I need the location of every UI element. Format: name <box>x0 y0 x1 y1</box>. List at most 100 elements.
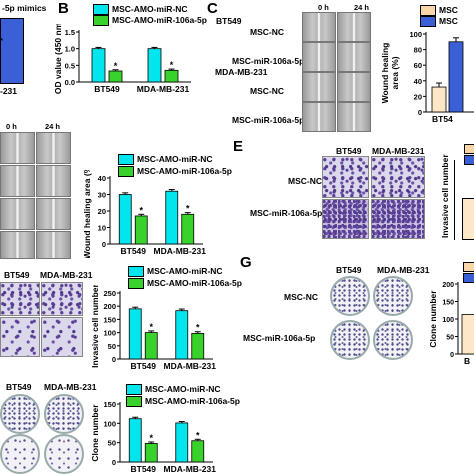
panel-d-image <box>0 198 35 230</box>
y-tick-label: 0 <box>450 352 454 359</box>
panel-f-legend-1: MSC-AMO-miR-NC <box>128 266 223 278</box>
panel-f-cell-mda: MDA-MB-231 <box>40 270 93 280</box>
panel-b-chart: OD value (450 nm)0.0 0.5 1.0 1.5 * BT549 * MDA-… <box>55 24 191 94</box>
panel-h-dish <box>0 394 40 434</box>
panel-e-axis <box>454 160 455 240</box>
panel-c-image <box>337 42 371 72</box>
panel-label-c: C <box>207 0 218 17</box>
panel-d-image <box>36 198 71 230</box>
panel-e-ylabel: Invasive cell number <box>440 154 450 238</box>
panel-e-legend-swatch-2 <box>464 155 474 165</box>
panel-h-cell-bt549: BT549 <box>6 382 32 392</box>
bar <box>175 422 189 463</box>
panel-e-image <box>371 199 425 239</box>
panel-f-legend-2: MSC-AMO-miR-106a-5p <box>128 278 242 290</box>
panel-d-image <box>0 231 35 259</box>
y-axis-label: Invasive cell number <box>92 285 100 368</box>
bar <box>175 310 189 360</box>
panel-h-cell-mda: MDA-MB-231 <box>44 382 97 392</box>
bar <box>128 308 142 360</box>
panel-c-image <box>302 12 336 42</box>
panel-e-row-1: MSC-NC <box>288 176 322 186</box>
x-tick-label: BT549 <box>94 84 120 94</box>
x-tick-label: BT549 <box>120 246 146 256</box>
y-tick-label: 80 <box>414 46 422 55</box>
panel-c-legend-1: MSC <box>420 5 458 17</box>
y-tick-label: 50 <box>446 335 454 342</box>
y-tick-label: 0 <box>102 240 106 249</box>
panel-e-cell-bt549: BT549 <box>336 146 362 156</box>
bar <box>431 86 447 113</box>
y-tick-label: 0 <box>112 355 116 364</box>
panel-b-legend-1: MSC-AMO-miR-NC <box>93 4 188 16</box>
y-tick-label: 20 <box>98 207 106 216</box>
x-tick-label: MDA-MB-231 <box>164 464 217 474</box>
panel-h-dish <box>0 434 40 474</box>
y-tick-label: 100 <box>103 329 116 338</box>
top-left-legend-text: -5p mimics <box>2 3 47 13</box>
panel-c-image <box>337 12 371 42</box>
y-tick-label: 30 <box>98 191 106 200</box>
panel-d-image <box>36 132 71 164</box>
panel-d-image <box>0 165 35 197</box>
panel-g-dish <box>373 276 413 316</box>
x-tick-label: MDA-MB-231 <box>137 84 190 94</box>
x-tick-label: BT549 <box>130 464 156 474</box>
bar <box>165 190 179 245</box>
y-tick-label: 0 <box>418 108 422 117</box>
panel-h-dish <box>44 394 84 434</box>
panel-c-row-1: MSC-NC <box>250 27 284 37</box>
significance-star: * <box>139 205 143 215</box>
y-tick-label: 150 <box>442 300 454 307</box>
y-tick-label: 250 <box>103 289 116 298</box>
y-tick-label: 60 <box>414 61 422 70</box>
panel-d-time-0h: 0 h <box>6 122 17 131</box>
y-tick-label: 0.0 <box>65 78 75 87</box>
y-tick-label: 100 <box>442 317 454 324</box>
panel-g-cell-mda: MDA-MB-231 <box>377 265 430 275</box>
panel-f-chart: Invasive cell number 0 50 100 150 200 250 * BT54… <box>92 285 216 371</box>
panel-f-image <box>41 282 83 316</box>
panel-h-legend-1: MSC-AMO-miR-NC <box>126 384 221 396</box>
bar <box>147 48 162 83</box>
top-left-partial-bar <box>0 18 24 84</box>
y-tick-label: 200 <box>103 302 116 311</box>
top-left-xtick: -231 <box>0 86 18 96</box>
panel-e-legend-swatch-1 <box>464 144 474 154</box>
y-tick-label: 10 <box>98 224 106 233</box>
panel-d-time-24h: 24 h <box>45 122 61 131</box>
y-tick-label: 0.5 <box>65 61 75 70</box>
panel-c-chart: Wound healing area (%) 0 20 40 60 80 100 BT54 <box>380 30 474 124</box>
panel-c-row-3: MSC-NC <box>250 86 284 96</box>
bar <box>181 213 195 245</box>
panel-g-dish <box>330 320 370 360</box>
y-axis-label: OD value (450 nm) <box>55 24 63 94</box>
x-tick-label: BT549 <box>130 361 156 371</box>
panel-c-image <box>302 72 336 102</box>
bar <box>128 418 142 463</box>
y-tick-label: 40 <box>98 174 106 183</box>
panel-c-image <box>337 102 371 132</box>
panel-e-row-2: MSC-miR-106a-5p <box>250 208 323 218</box>
panel-c-legend-2: MSC <box>420 16 458 28</box>
panel-f-image <box>0 317 40 357</box>
bar <box>144 443 158 463</box>
significance-star: * <box>114 61 118 71</box>
significance-star: * <box>186 204 190 214</box>
bar <box>191 440 205 463</box>
y-tick-label: 200 <box>442 282 454 289</box>
panel-c-row-2: MSC-miR-106a-5p <box>232 56 305 66</box>
y-axis-label: Wound healing <box>380 43 390 104</box>
y-tick-label: 1.5 <box>65 28 75 37</box>
panel-g-legend-swatch-1 <box>463 262 474 272</box>
panel-c-time-24h: 24 h <box>354 3 370 12</box>
panel-label-g: G <box>240 254 252 271</box>
panel-g-row-2: MSC-miR-106a-5p <box>243 333 316 343</box>
panel-e-image <box>322 199 369 239</box>
bar <box>191 332 205 360</box>
panel-g-dish <box>373 320 413 360</box>
y-tick-label: 0 <box>112 458 116 467</box>
bar <box>91 48 106 83</box>
bar <box>448 41 464 113</box>
panel-g-cell-bt549: BT549 <box>336 265 362 275</box>
